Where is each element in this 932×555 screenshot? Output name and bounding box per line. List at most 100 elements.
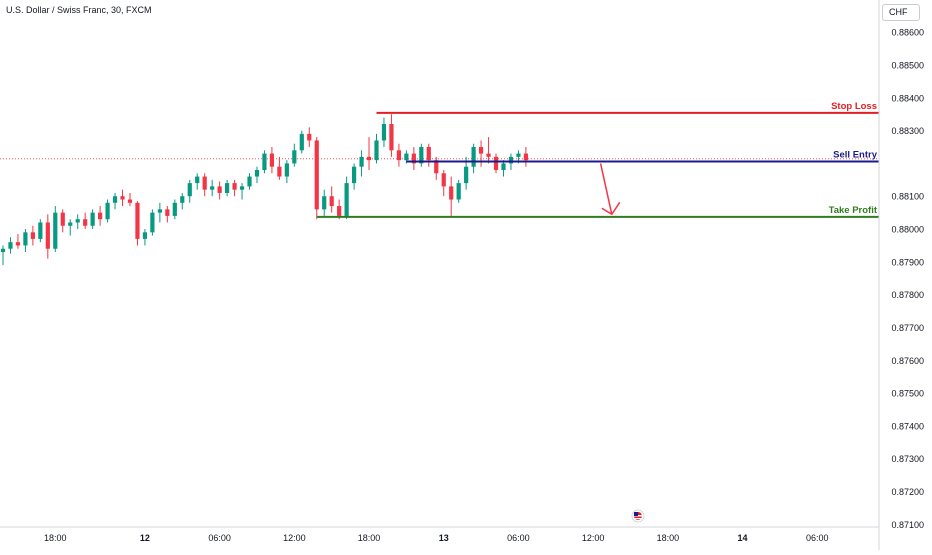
candle [389, 114, 393, 157]
candle-body [225, 183, 229, 193]
price-tick-label: 0.87300 [891, 454, 924, 464]
price-tick-label: 0.87200 [891, 487, 924, 497]
candle [158, 203, 162, 223]
time-tick-label: 06:00 [208, 533, 231, 543]
candle [165, 206, 169, 222]
candle [427, 144, 431, 167]
candle [352, 163, 356, 189]
price-tick-label: 0.88600 [891, 28, 924, 38]
candle [367, 137, 371, 170]
candle [143, 229, 147, 245]
candle-body [494, 157, 498, 170]
candle-body [247, 177, 251, 187]
candle-body [524, 154, 528, 161]
candle [330, 186, 334, 212]
price-tick-label: 0.88100 [891, 192, 924, 202]
candle [262, 150, 266, 173]
candle-body [98, 213, 102, 220]
candle-body [404, 154, 408, 161]
price-axis[interactable]: 0.886000.885000.884000.883000.881000.880… [879, 0, 932, 550]
candle-body [285, 163, 289, 176]
candle [382, 117, 386, 147]
level-label: Take Profit [829, 205, 878, 216]
currency-button[interactable]: CHF [882, 4, 920, 21]
candle-body [53, 213, 57, 249]
candle-body [442, 173, 446, 186]
candle [8, 237, 12, 253]
candle [128, 193, 132, 206]
candle [232, 180, 236, 196]
candle [374, 134, 378, 164]
candle [472, 144, 476, 174]
candle [218, 181, 222, 199]
candle-body [38, 222, 42, 238]
candle [277, 157, 281, 180]
candle-body [270, 154, 274, 167]
candle [419, 144, 423, 167]
candle-body [23, 232, 27, 245]
candle-body [150, 213, 154, 233]
candle [270, 147, 274, 173]
trade-levels[interactable]: Stop Loss0.88354Sell Entry0.88206Take Pr… [317, 101, 932, 224]
candle [285, 160, 289, 183]
candle [38, 219, 42, 242]
candle [203, 173, 207, 196]
candle-body [180, 196, 184, 203]
candle-body [389, 124, 393, 150]
candle [180, 193, 184, 209]
candle-body [322, 196, 326, 209]
arrow-shaft [601, 163, 612, 214]
candle-body [76, 219, 80, 222]
price-tick-label: 0.88400 [891, 93, 924, 103]
candle [479, 140, 483, 166]
candle [98, 206, 102, 226]
candle-body [1, 249, 5, 252]
candle [210, 180, 214, 196]
price-tick-label: 0.87700 [891, 323, 924, 333]
candle [68, 219, 72, 235]
candle-body [359, 157, 363, 167]
candle-body [158, 209, 162, 212]
candle-body [165, 209, 169, 216]
time-tick-label: 12:00 [283, 533, 306, 543]
projection-arrow [601, 163, 620, 214]
candle [150, 209, 154, 235]
candle [397, 144, 401, 167]
time-tick-label: 18:00 [358, 533, 381, 543]
candle [345, 177, 349, 220]
candle [240, 183, 244, 199]
candle-body [367, 157, 371, 160]
candle-body [210, 186, 214, 189]
candle-body [135, 203, 139, 239]
candle [524, 147, 528, 167]
price-tick-label: 0.87600 [891, 356, 924, 366]
price-axis-background [879, 0, 932, 550]
candle [255, 167, 259, 183]
price-tick-label: 0.87100 [891, 520, 924, 530]
candle-body [277, 167, 281, 177]
candle [1, 245, 5, 265]
candle-body [61, 213, 65, 226]
candle-body [46, 222, 50, 248]
candle [16, 234, 20, 249]
candle-body [262, 154, 266, 170]
us-flag-icon[interactable] [632, 510, 644, 522]
candle-body [472, 147, 476, 167]
candle-body [374, 140, 378, 160]
symbol-title: U.S. Dollar / Swiss Franc, 30, FXCM [6, 5, 152, 15]
time-tick-label: 06:00 [806, 533, 829, 543]
candle-body [307, 134, 311, 141]
candle-body [105, 203, 109, 219]
candle [434, 157, 438, 180]
level-stop[interactable]: Stop Loss0.88354 [377, 101, 932, 120]
candle-body [501, 163, 505, 170]
time-tick-label: 12:00 [582, 533, 605, 543]
candle-body [8, 242, 12, 249]
time-tick-label: 06:00 [507, 533, 530, 543]
candle [188, 180, 192, 203]
price-tick-label: 0.87400 [891, 421, 924, 431]
